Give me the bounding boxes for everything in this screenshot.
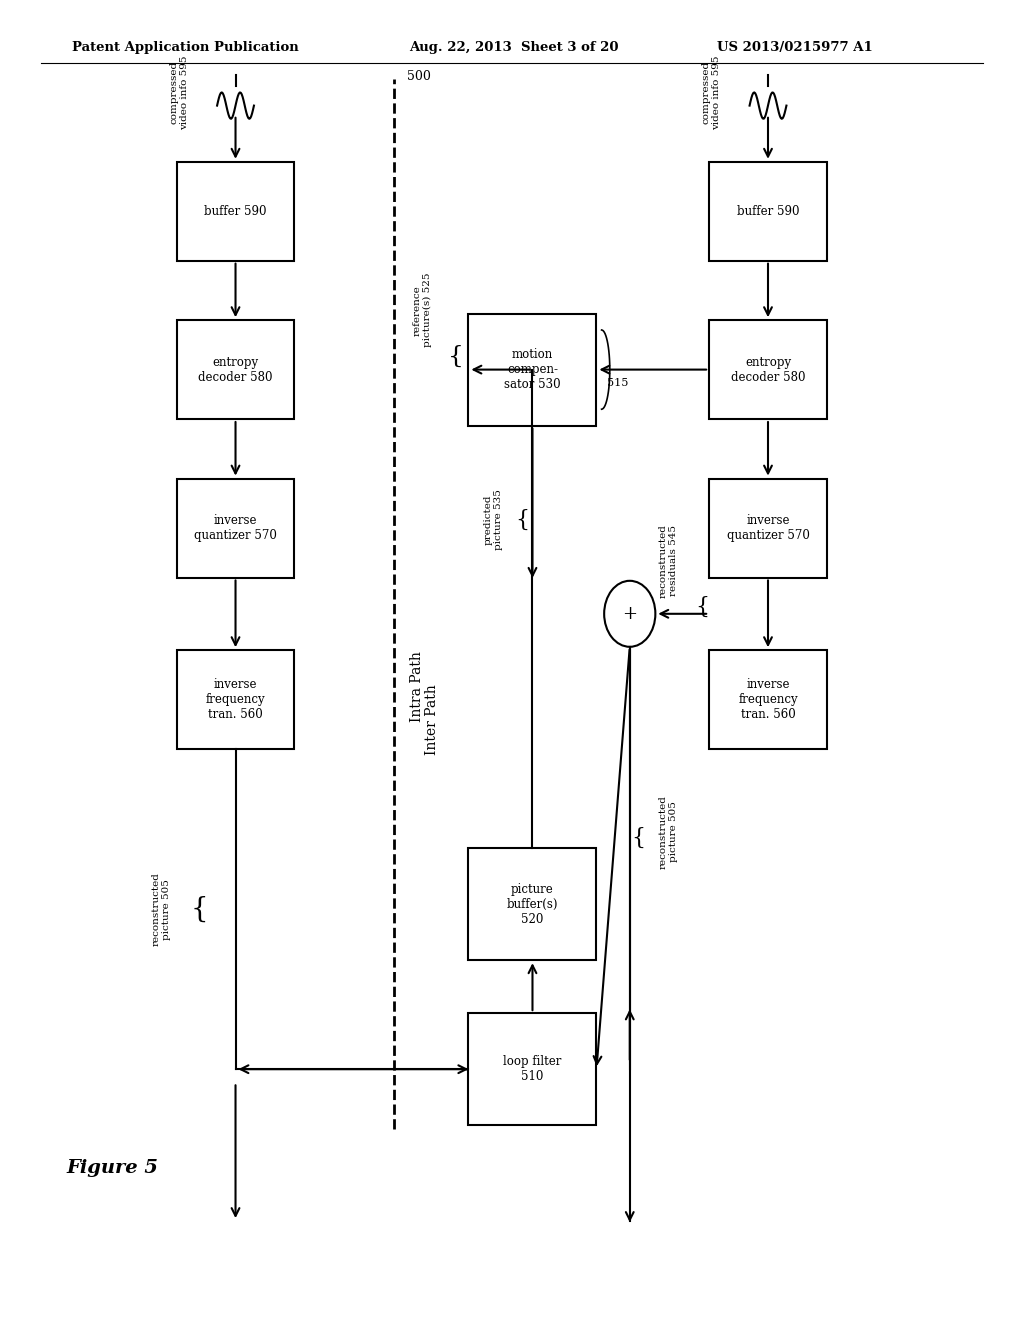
Text: buffer 590: buffer 590 — [204, 205, 267, 218]
FancyBboxPatch shape — [177, 162, 295, 261]
FancyBboxPatch shape — [469, 314, 596, 425]
FancyBboxPatch shape — [177, 651, 295, 750]
Text: {: { — [515, 508, 529, 531]
Text: entropy
decoder 580: entropy decoder 580 — [199, 355, 272, 384]
FancyBboxPatch shape — [709, 651, 827, 750]
FancyBboxPatch shape — [469, 847, 596, 961]
Text: inverse
quantizer 570: inverse quantizer 570 — [727, 513, 809, 543]
Text: reconstructed
picture 505: reconstructed picture 505 — [659, 795, 678, 869]
FancyBboxPatch shape — [709, 321, 827, 420]
Text: picture
buffer(s)
520: picture buffer(s) 520 — [507, 883, 558, 925]
Text: {: { — [449, 345, 464, 368]
Text: inverse
frequency
tran. 560: inverse frequency tran. 560 — [738, 678, 798, 721]
Text: motion
compen-
sator 530: motion compen- sator 530 — [504, 348, 561, 391]
Text: US 2013/0215977 A1: US 2013/0215977 A1 — [717, 41, 872, 54]
FancyBboxPatch shape — [177, 321, 295, 420]
Text: {: { — [631, 828, 645, 849]
Text: 515: 515 — [606, 378, 628, 388]
Text: loop filter
510: loop filter 510 — [503, 1055, 562, 1084]
Text: reconstructed
residuals 545: reconstructed residuals 545 — [658, 524, 678, 598]
Text: entropy
decoder 580: entropy decoder 580 — [731, 355, 805, 384]
Text: Intra Path: Intra Path — [410, 651, 424, 722]
FancyBboxPatch shape — [177, 479, 295, 578]
Text: Patent Application Publication: Patent Application Publication — [72, 41, 298, 54]
Text: {: { — [190, 896, 209, 923]
Text: reconstructed
picture 505: reconstructed picture 505 — [153, 873, 171, 946]
Text: +: + — [623, 605, 637, 623]
Text: Aug. 22, 2013  Sheet 3 of 20: Aug. 22, 2013 Sheet 3 of 20 — [410, 41, 620, 54]
Text: Figure 5: Figure 5 — [67, 1159, 159, 1177]
Text: compressed
video info 595: compressed video info 595 — [702, 55, 721, 129]
Text: inverse
frequency
tran. 560: inverse frequency tran. 560 — [206, 678, 265, 721]
Text: predicted
picture 535: predicted picture 535 — [484, 490, 503, 550]
Text: compressed
video info 595: compressed video info 595 — [170, 55, 188, 129]
FancyBboxPatch shape — [709, 479, 827, 578]
Text: reference
picture(s) 525: reference picture(s) 525 — [413, 273, 432, 347]
FancyBboxPatch shape — [469, 1014, 596, 1125]
Text: inverse
quantizer 570: inverse quantizer 570 — [195, 513, 276, 543]
Text: {: { — [695, 597, 709, 618]
Text: 500: 500 — [407, 70, 430, 83]
Circle shape — [604, 581, 655, 647]
Text: buffer 590: buffer 590 — [736, 205, 800, 218]
FancyBboxPatch shape — [709, 162, 827, 261]
Text: Inter Path: Inter Path — [425, 684, 439, 755]
